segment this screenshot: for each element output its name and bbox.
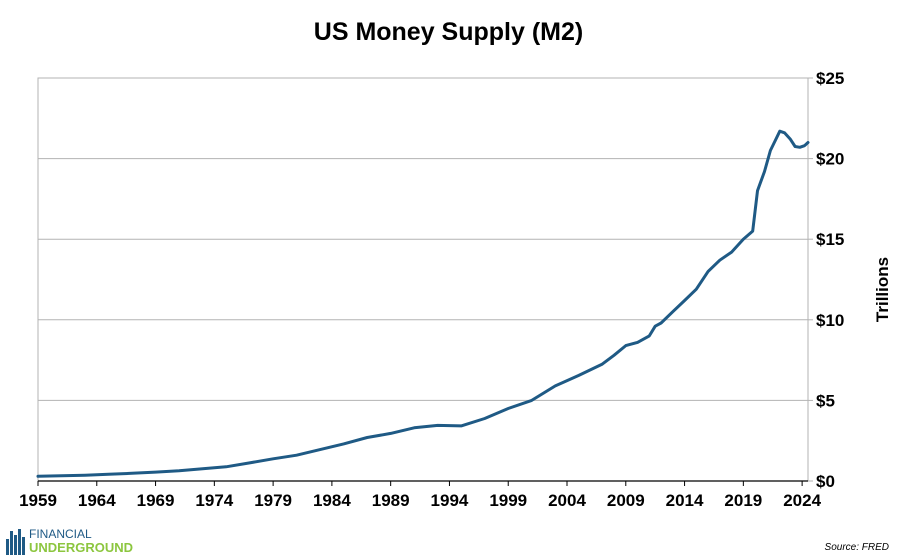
x-tick-label: 2004: [548, 491, 586, 510]
x-tick-label: 1959: [19, 491, 57, 510]
x-tick-label: 1964: [78, 491, 116, 510]
x-tick-label: 2019: [724, 491, 762, 510]
plot-area-border: [37, 77, 809, 482]
x-tick-label: 1974: [195, 491, 233, 510]
m2-series-line: [36, 129, 810, 478]
x-tick-label: 1979: [254, 491, 292, 510]
financial-underground-logo: FINANCIAL UNDERGROUND: [6, 527, 133, 555]
x-tick-label: 1999: [489, 491, 527, 510]
x-tick-label: 2014: [666, 491, 704, 510]
y-tick-label: $20: [816, 150, 844, 169]
logo-line-2: UNDERGROUND: [29, 540, 133, 555]
source-note: Source: FRED: [824, 542, 889, 553]
y-tick-label: $5: [816, 391, 835, 410]
x-tick-label: 2024: [783, 491, 821, 510]
y-tick-label: $25: [816, 69, 844, 88]
y-axis-title: Trillions: [873, 257, 892, 322]
logo-buildings-icon: [6, 529, 25, 555]
x-tick-label: 2009: [607, 491, 645, 510]
y-tick-label: $0: [816, 472, 835, 491]
y-tick-label: $15: [816, 230, 844, 249]
x-tick-label: 1984: [313, 491, 351, 510]
x-tick-label: 1994: [431, 491, 469, 510]
y-tick-label: $10: [816, 311, 844, 330]
chart-title: US Money Supply (M2): [313, 18, 584, 46]
logo-line-1: FINANCIAL: [29, 527, 92, 541]
x-tick-label: 1969: [137, 491, 175, 510]
x-tick-label: 1989: [372, 491, 410, 510]
